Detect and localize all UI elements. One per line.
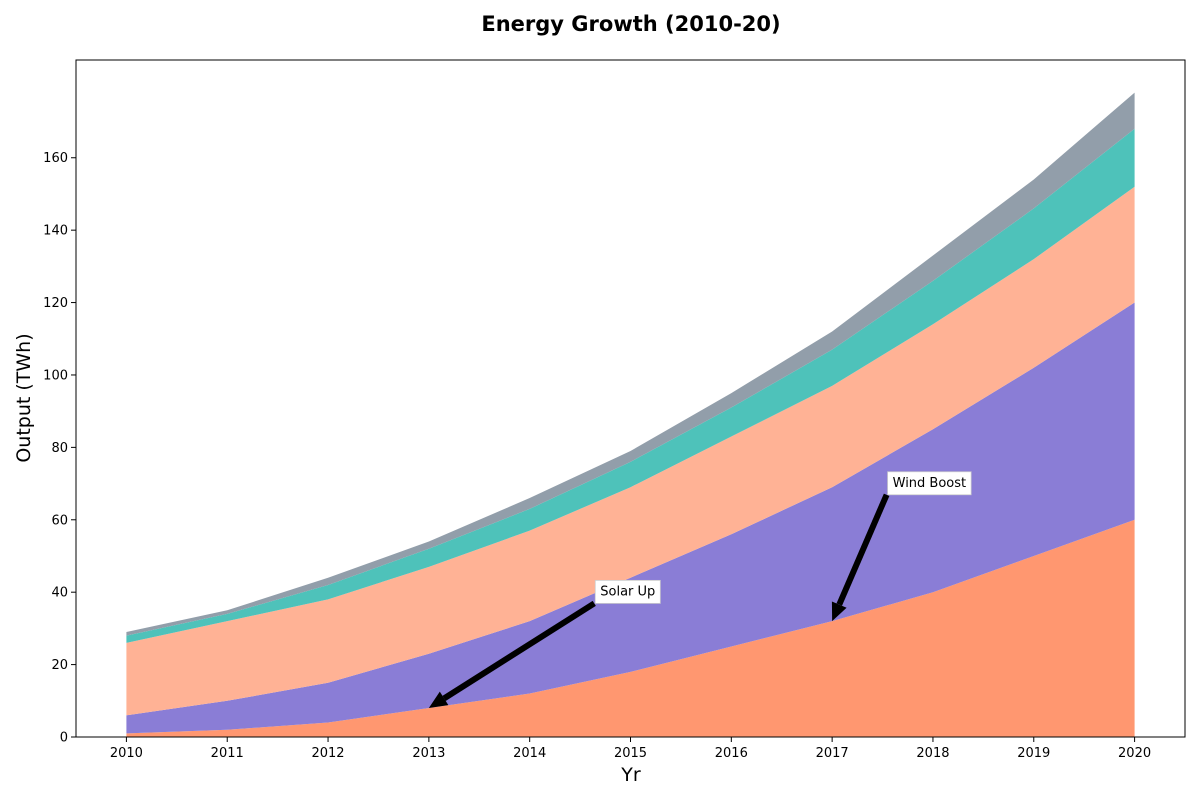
y-tick-label: 40 [51,586,68,601]
x-tick-label: 2013 [412,746,445,761]
x-axis-title: Yr [620,764,641,786]
annotation-2: Wind Boost [831,471,972,622]
annotation-1: Solar Up [428,579,661,709]
x-tick-label: 2019 [1017,746,1050,761]
annotation-arrow-shaft [836,493,890,606]
y-tick-label: 160 [43,151,68,166]
y-axis-title: Output (TWh) [13,333,35,462]
y-axis: 0 20 40 60 80 100 120 140 160 [43,151,76,746]
area-layers [126,92,1135,737]
area-series-3 [126,186,1135,716]
x-tick-label: 2012 [311,746,344,761]
y-tick-label: 60 [51,513,68,528]
x-tick-label: 2014 [513,746,546,761]
area-series-1 [126,519,1135,737]
x-tick-label: 2020 [1118,746,1151,761]
annotation-arrow-shaft [442,600,596,701]
area-series-2 [126,302,1135,734]
y-tick-label: 0 [60,731,68,746]
chart-title: Energy Growth (2010-20) [481,12,780,36]
y-tick-label: 100 [43,368,68,383]
y-tick-label: 140 [43,224,68,239]
y-tick-label: 80 [51,441,68,456]
annotation-label: Wind Boost [893,476,967,491]
annotation-arrow-head [428,691,449,709]
annotations: Solar Up Wind Boost [428,471,972,709]
x-tick-label: 2017 [816,746,849,761]
x-tick-label: 2015 [614,746,647,761]
x-tick-label: 2018 [916,746,949,761]
annotation-box [887,471,972,496]
y-tick-label: 120 [43,296,68,311]
y-tick-label: 20 [51,658,68,673]
annotation-box [594,579,661,604]
annotation-arrow-head [831,601,847,622]
x-tick-label: 2010 [110,746,143,761]
annotation-label: Solar Up [600,584,655,599]
x-tick-label: 2016 [715,746,748,761]
x-tick-label: 2011 [211,746,244,761]
x-axis: 2010 2011 2012 2013 2014 2015 2016 2017 2018 2019… [110,737,1151,761]
